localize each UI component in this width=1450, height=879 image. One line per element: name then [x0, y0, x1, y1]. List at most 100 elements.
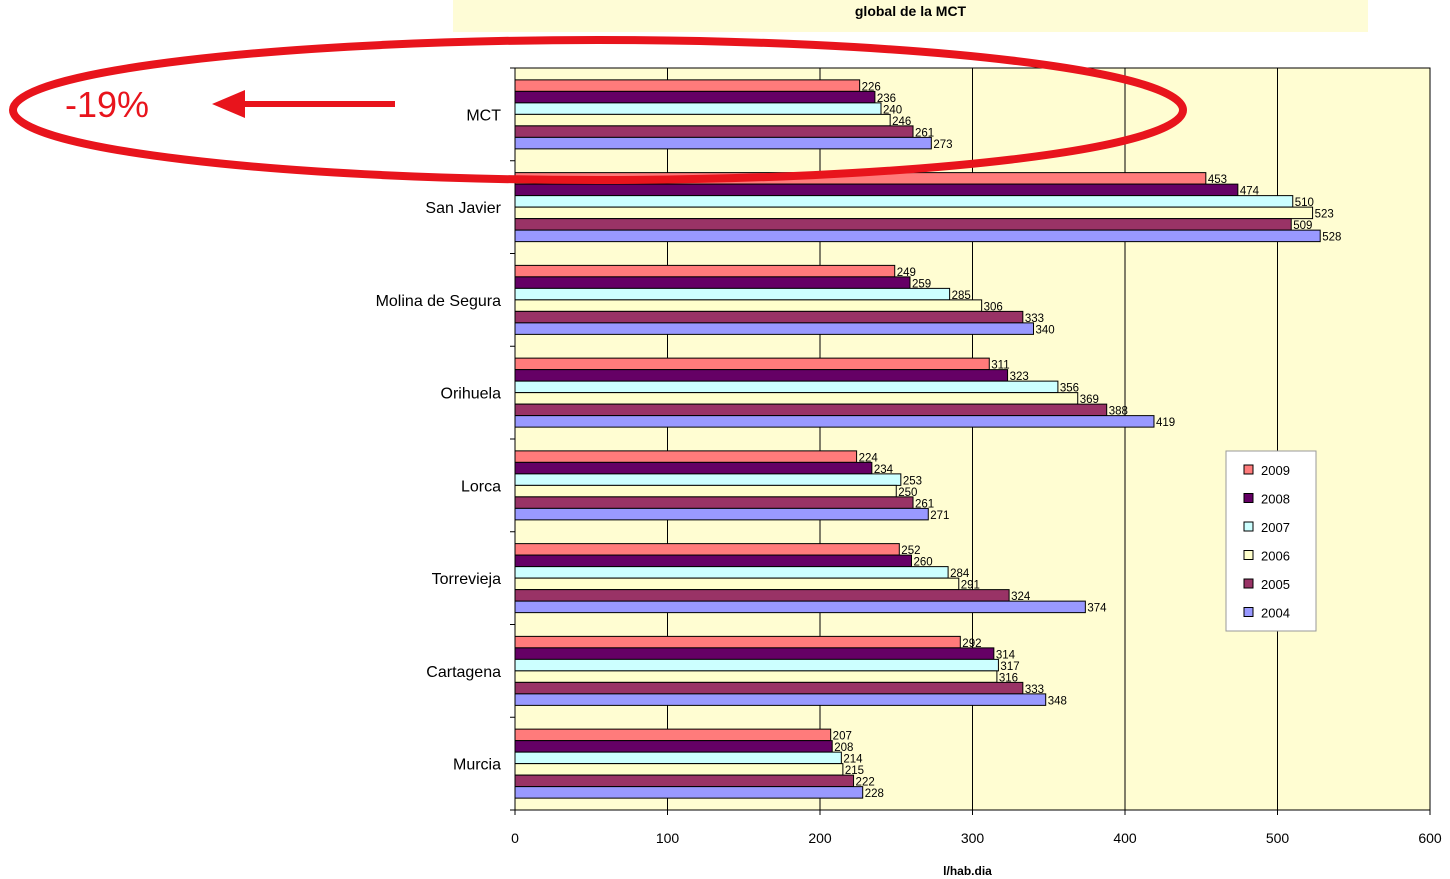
legend-swatch	[1243, 493, 1254, 503]
data-label: 291	[961, 580, 980, 592]
data-label: 261	[915, 127, 934, 139]
bar	[514, 276, 911, 289]
data-label: 271	[930, 510, 949, 522]
category-label: Torrevieja	[432, 571, 501, 588]
data-label: 419	[1156, 417, 1175, 429]
data-label: 356	[1060, 383, 1079, 395]
legend-label: 2009	[1261, 463, 1290, 478]
axes: 0 100 200 300 400 500 600 MCT San Javier Molina d…	[376, 67, 1442, 846]
bar	[514, 392, 1079, 405]
highlight-ellipse	[9, 36, 1187, 184]
bar	[514, 79, 861, 92]
data-label: 236	[877, 93, 896, 105]
bar	[514, 183, 1239, 197]
data-label: 285	[952, 290, 971, 302]
annotation: -19%	[9, 36, 1187, 184]
bar	[514, 461, 873, 475]
legend-swatch	[1243, 550, 1254, 560]
data-label: 259	[912, 278, 931, 290]
legend: 2009 2008 2007 2006 2005 2004	[1225, 450, 1317, 632]
bar	[514, 751, 842, 765]
bar	[514, 322, 1034, 335]
data-label: 323	[1010, 371, 1029, 383]
data-label: 316	[999, 672, 1018, 684]
bar	[514, 136, 932, 150]
bar	[514, 589, 1010, 602]
data-label: 311	[991, 360, 1009, 372]
data-label: 215	[845, 765, 864, 777]
bar	[514, 310, 1024, 324]
legend-swatch	[1243, 521, 1254, 532]
reduction-percentage: -19%	[65, 84, 149, 125]
data-label: 333	[1025, 313, 1044, 325]
bar	[514, 647, 995, 660]
category-label: Cartagena	[426, 664, 501, 681]
bar	[514, 473, 902, 486]
bar	[514, 450, 858, 463]
bar	[514, 728, 832, 742]
x-tick-label: 600	[1418, 830, 1442, 846]
bar	[514, 543, 900, 556]
bar	[514, 357, 990, 371]
data-label: 324	[1011, 591, 1031, 603]
bar	[514, 229, 1321, 243]
data-label: 249	[897, 267, 916, 279]
data-label: 374	[1087, 603, 1107, 615]
x-tick-label: 300	[961, 830, 985, 846]
x-tick-label: 100	[656, 830, 680, 846]
legend-box	[1225, 450, 1317, 632]
bar	[514, 774, 855, 788]
bar	[514, 299, 983, 312]
bar	[514, 554, 912, 568]
data-label: 222	[856, 777, 875, 789]
bar	[514, 380, 1059, 394]
data-label: 474	[1240, 186, 1260, 198]
data-label: 253	[903, 475, 922, 487]
bar	[514, 786, 864, 799]
category-label: San Javier	[425, 200, 501, 217]
data-label: 388	[1109, 406, 1128, 418]
data-label: 240	[883, 104, 902, 116]
bar	[514, 206, 1314, 220]
bar	[514, 287, 951, 301]
bar	[514, 264, 896, 278]
data-label: 509	[1293, 220, 1312, 232]
data-label: 228	[865, 788, 884, 800]
data-label: 523	[1315, 209, 1334, 221]
bar	[514, 635, 961, 649]
legend-swatch	[1243, 607, 1254, 617]
data-label: 314	[996, 649, 1016, 661]
bar	[514, 113, 891, 127]
data-label: 207	[833, 731, 852, 743]
legend-label: 2007	[1261, 520, 1290, 535]
legend-label: 2008	[1261, 492, 1290, 507]
category-label: Orihuela	[441, 386, 502, 403]
bar	[514, 90, 876, 104]
legend-label: 2006	[1261, 549, 1290, 564]
bar	[514, 369, 1009, 382]
bar	[514, 496, 914, 509]
x-tick-label: 0	[511, 830, 519, 846]
bar	[514, 218, 1292, 231]
bar	[514, 102, 882, 115]
data-label: 340	[1036, 324, 1055, 336]
x-axis-title: l/hab.dia	[943, 864, 992, 878]
data-label: 292	[962, 638, 981, 650]
chart-title-band: global de la MCT	[453, 0, 1368, 32]
data-label: 306	[984, 301, 1003, 313]
bar	[514, 670, 998, 683]
bar	[514, 740, 833, 753]
data-label: 348	[1048, 695, 1067, 707]
category-label: MCT	[466, 107, 501, 124]
bar	[514, 507, 929, 521]
data-label: 333	[1025, 684, 1044, 696]
x-tick-label: 500	[1266, 830, 1290, 846]
data-label: 510	[1295, 197, 1314, 209]
bar	[514, 577, 960, 591]
bar	[514, 566, 949, 579]
legend-label: 2005	[1261, 577, 1290, 592]
chart-title: global de la MCT	[854, 3, 967, 19]
data-label: 453	[1208, 174, 1227, 186]
data-label: 284	[950, 568, 970, 580]
